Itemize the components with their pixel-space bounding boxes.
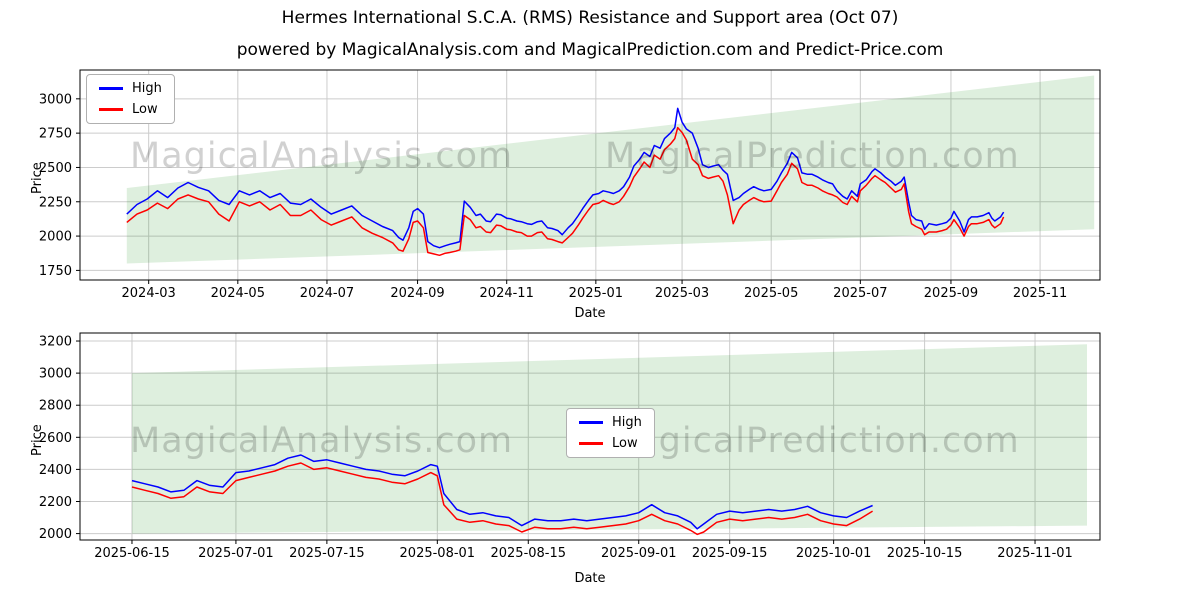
svg-text:2025-10-01: 2025-10-01 xyxy=(796,546,872,561)
svg-text:2000: 2000 xyxy=(39,527,72,542)
top-chart-legend: High Low xyxy=(86,74,175,124)
svg-text:2024-09: 2024-09 xyxy=(390,286,444,301)
svg-text:2200: 2200 xyxy=(39,495,72,510)
svg-text:1750: 1750 xyxy=(39,264,72,279)
figure-title: Hermes International S.C.A. (RMS) Resist… xyxy=(281,8,899,28)
svg-text:2025-07-01: 2025-07-01 xyxy=(198,546,274,561)
svg-text:2400: 2400 xyxy=(39,463,72,478)
svg-text:2025-06-15: 2025-06-15 xyxy=(94,546,170,561)
low-line-swatch xyxy=(579,442,603,445)
svg-text:2750: 2750 xyxy=(39,127,72,142)
svg-text:2025-08-15: 2025-08-15 xyxy=(490,546,566,561)
low-line-swatch xyxy=(99,108,123,111)
svg-text:2025-03: 2025-03 xyxy=(655,286,709,301)
svg-text:2024-07: 2024-07 xyxy=(300,286,354,301)
legend-label-high: High xyxy=(132,81,162,96)
figure-subtitle: powered by MagicalAnalysis.com and Magic… xyxy=(236,40,944,60)
svg-text:2024-11: 2024-11 xyxy=(480,286,534,301)
high-line-swatch xyxy=(99,87,123,90)
svg-text:2025-05: 2025-05 xyxy=(744,286,798,301)
svg-text:2025-07: 2025-07 xyxy=(833,286,887,301)
svg-text:2025-10-15: 2025-10-15 xyxy=(887,546,963,561)
legend-entry-high: High xyxy=(579,415,642,430)
svg-text:2024-05: 2024-05 xyxy=(211,286,265,301)
svg-text:2025-09-01: 2025-09-01 xyxy=(601,546,677,561)
legend-entry-high: High xyxy=(99,81,162,96)
svg-text:2025-11: 2025-11 xyxy=(1013,286,1067,301)
svg-text:3000: 3000 xyxy=(39,92,72,107)
legend-entry-low: Low xyxy=(579,436,642,451)
svg-text:2250: 2250 xyxy=(39,195,72,210)
legend-label-low: Low xyxy=(612,436,638,451)
svg-text:2000: 2000 xyxy=(39,230,72,245)
svg-text:2025-08-01: 2025-08-01 xyxy=(400,546,476,561)
bottom-chart-legend: High Low xyxy=(566,408,655,458)
legend-label-high: High xyxy=(612,415,642,430)
svg-text:2025-11-01: 2025-11-01 xyxy=(997,546,1073,561)
price-chart-top: 2024-03 2024-05 2024-07 2024-09 2024-11 2025-… xyxy=(39,69,1101,301)
legend-entry-low: Low xyxy=(99,102,162,117)
svg-text:2800: 2800 xyxy=(39,399,72,414)
svg-text:2025-09-15: 2025-09-15 xyxy=(692,546,768,561)
svg-text:2024-03: 2024-03 xyxy=(122,286,176,301)
svg-text:2025-01: 2025-01 xyxy=(569,286,623,301)
legend-label-low: Low xyxy=(132,102,158,117)
svg-text:2025-09: 2025-09 xyxy=(924,286,978,301)
svg-text:2500: 2500 xyxy=(39,161,72,176)
top-chart-xlabel: Date xyxy=(574,306,606,321)
high-line-swatch xyxy=(579,421,603,424)
svg-text:2025-07-15: 2025-07-15 xyxy=(289,546,365,561)
bottom-chart-xlabel: Date xyxy=(574,571,606,586)
svg-text:3200: 3200 xyxy=(39,335,72,350)
svg-text:2600: 2600 xyxy=(39,431,72,446)
svg-text:3000: 3000 xyxy=(39,367,72,382)
